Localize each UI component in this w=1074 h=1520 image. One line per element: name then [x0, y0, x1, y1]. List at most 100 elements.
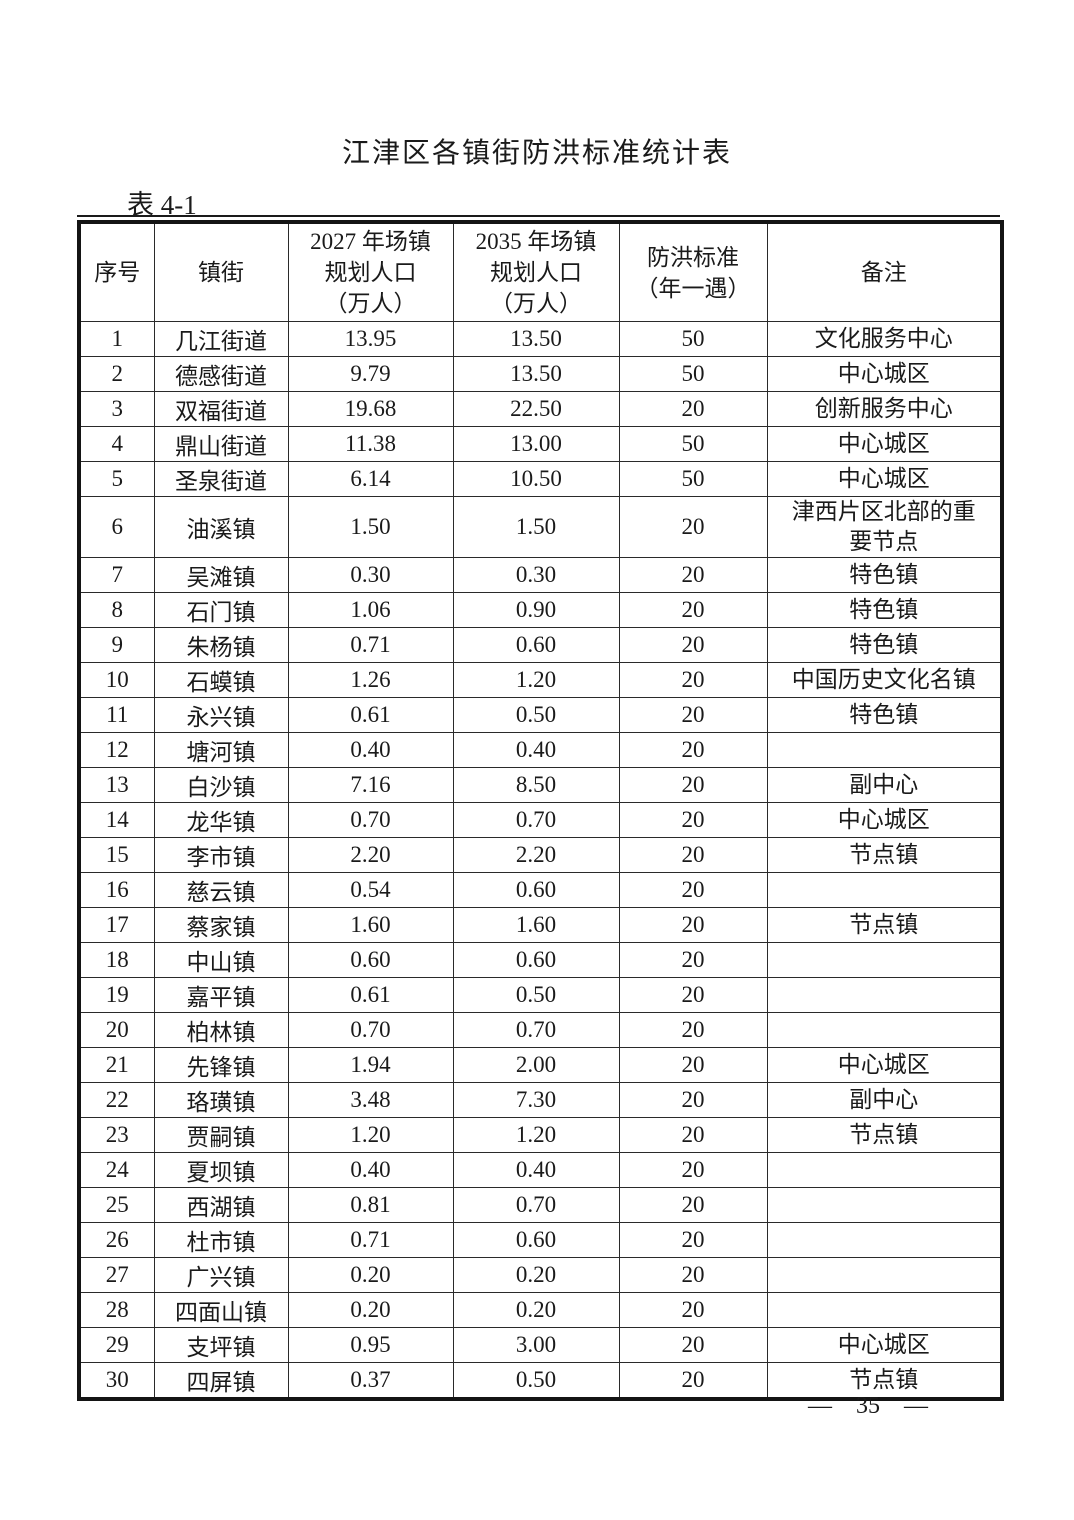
- table-row: 24 夏坝镇 0.40 0.40 20: [78, 1152, 1003, 1188]
- cell-remark: [766, 1257, 1003, 1293]
- cell-pop2027: 1.60: [287, 907, 454, 943]
- cell-standard: 20: [618, 496, 768, 558]
- remark-text: 特色镇: [849, 597, 919, 622]
- page-footer: — 35 —: [808, 1393, 928, 1420]
- cell-standard: 20: [618, 1257, 768, 1293]
- cell-standard: 20: [618, 942, 768, 978]
- cell-standard: 20: [618, 1292, 768, 1328]
- table-row: 25 西湖镇 0.81 0.70 20: [78, 1187, 1003, 1223]
- cell-pop2035: 0.50: [452, 697, 620, 733]
- cell-remark: 特色镇: [766, 557, 1003, 593]
- table-row: 22 珞璜镇 3.48 7.30 20 副中心: [78, 1082, 1003, 1118]
- cell-standard: 20: [618, 837, 768, 873]
- cell-name: 先锋镇: [153, 1047, 289, 1083]
- table-row: 2 德感街道 9.79 13.50 50 中心城区: [78, 356, 1003, 392]
- cell-no: 4: [78, 426, 155, 462]
- cell-name: 夏坝镇: [153, 1152, 289, 1188]
- cell-pop2035: 0.70: [452, 1187, 620, 1223]
- cell-pop2035: 0.40: [452, 1152, 620, 1188]
- cell-pop2027: 0.95: [287, 1327, 454, 1363]
- cell-pop2035: 13.00: [452, 426, 620, 462]
- cell-pop2027: 1.94: [287, 1047, 454, 1083]
- table-row: 21 先锋镇 1.94 2.00 20 中心城区: [78, 1047, 1003, 1083]
- cell-remark: 副中心: [766, 767, 1003, 803]
- cell-standard: 20: [618, 907, 768, 943]
- cell-remark: 特色镇: [766, 592, 1003, 628]
- cell-no: 12: [78, 732, 155, 768]
- cell-remark: [766, 1222, 1003, 1258]
- header-cell-no: 序号: [78, 221, 155, 322]
- cell-remark: [766, 1187, 1003, 1223]
- cell-no: 1: [78, 321, 155, 357]
- cell-pop2035: 0.20: [452, 1257, 620, 1293]
- cell-pop2027: 0.40: [287, 732, 454, 768]
- page-number: 35: [856, 1393, 880, 1419]
- cell-no: 20: [78, 1012, 155, 1048]
- cell-standard: 20: [618, 697, 768, 733]
- table-row: 17 蔡家镇 1.60 1.60 20 节点镇: [78, 907, 1003, 943]
- cell-name: 白沙镇: [153, 767, 289, 803]
- cell-pop2027: 0.37: [287, 1362, 454, 1400]
- cell-remark: 节点镇: [766, 1117, 1003, 1153]
- cell-remark: 节点镇: [766, 907, 1003, 943]
- cell-pop2035: 0.60: [452, 872, 620, 908]
- table-row: 27 广兴镇 0.20 0.20 20: [78, 1257, 1003, 1293]
- cell-pop2035: 8.50: [452, 767, 620, 803]
- cell-name: 塘河镇: [153, 732, 289, 768]
- cell-remark: 中国历史文化名镇: [766, 662, 1003, 698]
- remark-text: 中心城区: [837, 431, 930, 456]
- cell-no: 24: [78, 1152, 155, 1188]
- cell-name: 吴滩镇: [153, 557, 289, 593]
- cell-pop2035: 1.20: [452, 662, 620, 698]
- cell-remark: [766, 1152, 1003, 1188]
- remark-text: 节点镇: [849, 1367, 919, 1392]
- cell-pop2035: 1.20: [452, 1117, 620, 1153]
- table-row: 13 白沙镇 7.16 8.50 20 副中心: [78, 767, 1003, 803]
- cell-remark: 节点镇: [766, 837, 1003, 873]
- cell-no: 6: [78, 496, 155, 558]
- cell-no: 11: [78, 697, 155, 733]
- cell-name: 支坪镇: [153, 1327, 289, 1363]
- cell-remark: 中心城区: [766, 1047, 1003, 1083]
- cell-pop2035: 7.30: [452, 1082, 620, 1118]
- cell-name: 龙华镇: [153, 802, 289, 838]
- table-row: 10 石蟆镇 1.26 1.20 20 中国历史文化名镇: [78, 662, 1003, 698]
- cell-pop2027: 0.81: [287, 1187, 454, 1223]
- cell-name: 蔡家镇: [153, 907, 289, 943]
- cell-pop2027: 0.30: [287, 557, 454, 593]
- cell-name: 永兴镇: [153, 697, 289, 733]
- cell-pop2035: 2.00: [452, 1047, 620, 1083]
- table-row: 7 吴滩镇 0.30 0.30 20 特色镇: [78, 557, 1003, 593]
- cell-pop2035: 22.50: [452, 391, 620, 427]
- cell-pop2035: 0.60: [452, 627, 620, 663]
- cell-no: 17: [78, 907, 155, 943]
- cell-remark: [766, 872, 1003, 908]
- cell-name: 四屏镇: [153, 1362, 289, 1400]
- remark-text: 节点镇: [849, 1122, 919, 1147]
- cell-remark: 中心城区: [766, 802, 1003, 838]
- cell-name: 石门镇: [153, 592, 289, 628]
- cell-pop2027: 7.16: [287, 767, 454, 803]
- remark-text: 中国历史文化名镇: [791, 667, 976, 692]
- cell-no: 22: [78, 1082, 155, 1118]
- table-row: 8 石门镇 1.06 0.90 20 特色镇: [78, 592, 1003, 628]
- cell-name: 油溪镇: [153, 496, 289, 558]
- table-row: 16 慈云镇 0.54 0.60 20: [78, 872, 1003, 908]
- cell-pop2027: 3.48: [287, 1082, 454, 1118]
- cell-standard: 20: [618, 557, 768, 593]
- cell-name: 贾嗣镇: [153, 1117, 289, 1153]
- cell-name: 双福街道: [153, 391, 289, 427]
- cell-no: 3: [78, 391, 155, 427]
- cell-pop2035: 1.50: [452, 496, 620, 558]
- cell-pop2035: 1.60: [452, 907, 620, 943]
- table-row: 23 贾嗣镇 1.20 1.20 20 节点镇: [78, 1117, 1003, 1153]
- cell-remark: 特色镇: [766, 627, 1003, 663]
- cell-name: 朱杨镇: [153, 627, 289, 663]
- cell-no: 15: [78, 837, 155, 873]
- table-row: 14 龙华镇 0.70 0.70 20 中心城区: [78, 802, 1003, 838]
- cell-pop2035: 0.40: [452, 732, 620, 768]
- cell-pop2027: 1.26: [287, 662, 454, 698]
- cell-pop2027: 0.20: [287, 1257, 454, 1293]
- remark-text: 中心城区: [837, 466, 930, 491]
- cell-standard: 20: [618, 1362, 768, 1400]
